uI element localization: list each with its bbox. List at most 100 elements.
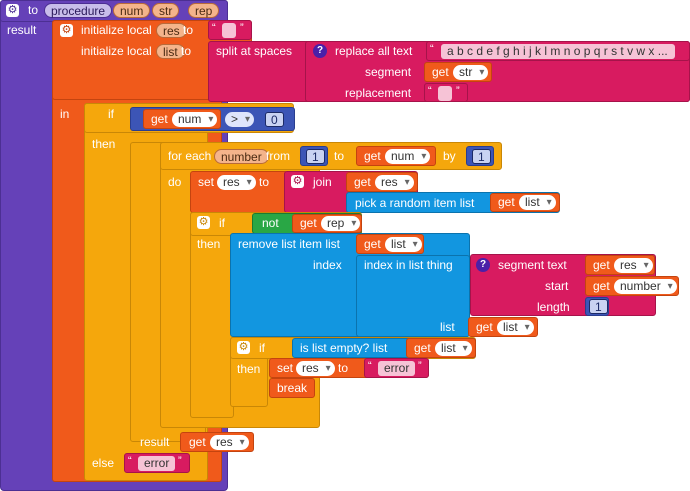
number-zero[interactable]: 0 <box>265 112 284 127</box>
get-label: get <box>432 65 449 79</box>
quote-icon: “ <box>428 85 432 97</box>
quote-icon: ” <box>178 455 182 467</box>
get-label: get <box>364 237 381 251</box>
for-each-label: for each <box>168 149 212 163</box>
init-to-1: to <box>183 23 194 37</box>
quote-icon: “ <box>128 455 132 467</box>
procedure-result-label: result <box>7 23 37 37</box>
to-label: to <box>334 149 345 163</box>
get-label: get <box>300 216 317 230</box>
gear-icon[interactable]: ⚙ <box>60 24 73 37</box>
get-num-dropdown-2[interactable]: num <box>385 149 431 164</box>
for-do-label: do <box>168 175 182 189</box>
param-rep[interactable]: rep <box>188 3 220 18</box>
break-block[interactable] <box>269 378 315 398</box>
remove-label: remove list item list <box>238 237 341 251</box>
get-label: get <box>189 435 206 449</box>
if3-then-label: then <box>237 362 261 376</box>
init-to-2: to <box>181 44 192 58</box>
help-icon[interactable]: ? <box>313 44 327 58</box>
quote-icon: ” <box>240 22 244 34</box>
set-to-label: to <box>259 175 270 189</box>
index-label: index <box>313 258 342 272</box>
then-label: then <box>92 137 116 151</box>
by-number[interactable]: 1 <box>472 149 491 164</box>
procedure-to-label: to <box>28 3 39 17</box>
get-list-dropdown-3[interactable]: list <box>497 320 534 335</box>
if3-label: if <box>259 341 265 355</box>
if2-label: if <box>219 216 225 230</box>
quote-icon: ” <box>418 360 422 372</box>
gear-icon[interactable]: ⚙ <box>6 4 19 17</box>
empty-string-field[interactable] <box>222 23 236 38</box>
length-number[interactable]: 1 <box>589 299 608 314</box>
get-list-dropdown-2[interactable]: list <box>385 237 422 252</box>
not-label: not <box>262 216 279 230</box>
get-res-dropdown[interactable]: res <box>375 175 414 190</box>
get-label: get <box>414 341 431 355</box>
get-list-dropdown[interactable]: list <box>519 195 556 210</box>
param-str[interactable]: str <box>152 3 180 18</box>
replacement-label: replacement <box>345 86 412 100</box>
is-list-empty-label: is list empty? list <box>300 341 388 355</box>
replace-label: replace all text <box>335 44 413 58</box>
get-res-dropdown-3[interactable]: res <box>210 435 249 450</box>
result-inner-label: result <box>140 435 170 449</box>
if-not-block[interactable] <box>190 212 234 418</box>
get-number-dropdown[interactable]: number <box>614 279 677 294</box>
segment-text-label: segment text <box>498 258 567 272</box>
get-label: get <box>354 175 371 189</box>
get-list-dropdown-4[interactable]: list <box>435 341 472 356</box>
index-in-list-block[interactable] <box>356 255 470 337</box>
get-res-dropdown-2[interactable]: res <box>614 258 653 273</box>
get-label: get <box>498 195 515 209</box>
pick-random-label: pick a random item list <box>355 196 475 210</box>
quote-icon: “ <box>368 360 372 372</box>
get-label: get <box>364 149 381 163</box>
in-label: in <box>60 107 70 121</box>
length-label: length <box>537 300 570 314</box>
break-label: break <box>277 381 308 395</box>
from-number[interactable]: 1 <box>306 149 325 164</box>
from-label: from <box>266 149 290 163</box>
gear-icon[interactable]: ⚙ <box>237 341 250 354</box>
if2-then-label: then <box>197 237 221 251</box>
gear-icon[interactable]: ⚙ <box>197 216 210 229</box>
join-label: join <box>313 175 332 189</box>
if-label: if <box>108 107 114 121</box>
set-to-label: to <box>338 361 349 375</box>
operator-dropdown[interactable]: > <box>225 112 255 127</box>
alphabet-field[interactable]: a b c d e f g h i j k l m n o p q r s t … <box>441 44 675 59</box>
set-label: set <box>277 361 294 375</box>
start-label: start <box>545 279 569 293</box>
help-icon[interactable]: ? <box>476 258 490 272</box>
get-rep-dropdown[interactable]: rep <box>321 216 361 231</box>
procedure-name-field[interactable]: procedure <box>44 3 113 18</box>
get-label: get <box>593 258 610 272</box>
for-each-var[interactable]: number <box>214 149 269 164</box>
replacement-field[interactable] <box>438 86 452 101</box>
gear-icon[interactable]: ⚙ <box>291 175 304 188</box>
by-label: by <box>443 149 456 163</box>
set-var-dropdown-2[interactable]: res <box>296 361 335 376</box>
get-str-dropdown[interactable]: str <box>453 65 489 80</box>
get-label: get <box>476 320 493 334</box>
get-num-dropdown[interactable]: num <box>172 112 218 127</box>
set-label: set <box>198 175 215 189</box>
get-label: get <box>151 112 168 126</box>
quote-icon: “ <box>430 43 434 55</box>
param-num[interactable]: num <box>113 3 151 18</box>
list-label: list <box>440 320 455 334</box>
error-field[interactable]: error <box>378 361 416 376</box>
else-label: else <box>92 456 115 470</box>
segment-label: segment <box>365 65 412 79</box>
init-label-2: initialize local <box>81 44 152 58</box>
else-error-field[interactable]: error <box>138 456 176 471</box>
init-var-list[interactable]: list <box>156 44 185 59</box>
get-label: get <box>593 279 610 293</box>
init-var-res[interactable]: res <box>156 23 187 38</box>
init-label-1: initialize local <box>81 23 152 37</box>
quote-icon: “ <box>212 22 216 34</box>
set-var-dropdown[interactable]: res <box>217 175 256 190</box>
split-label: split at spaces <box>216 44 293 58</box>
